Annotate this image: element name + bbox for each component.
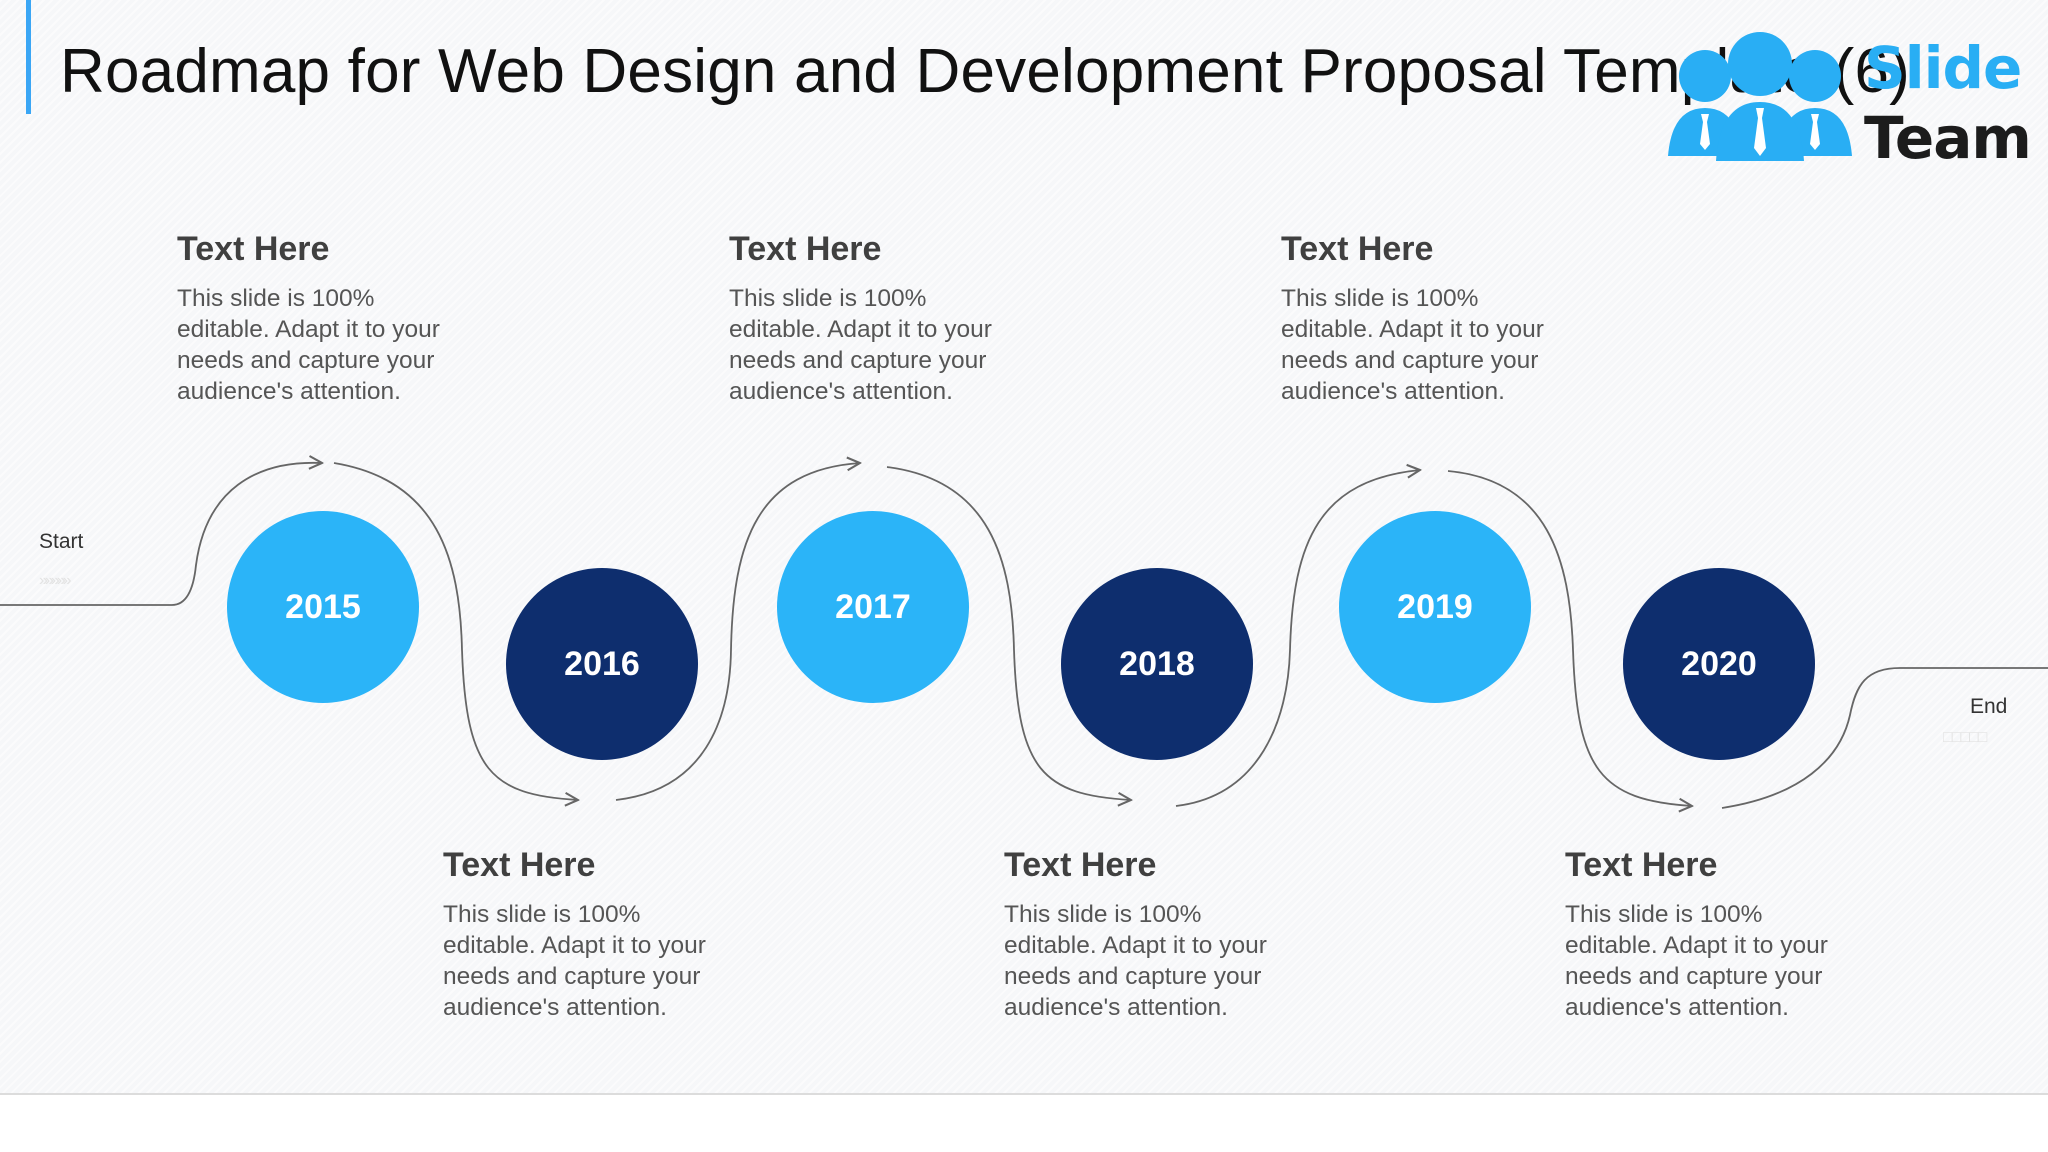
milestone-block-2020: Text Here This slide is 100% editable. A…: [1565, 846, 1845, 1023]
year-circle-2020: 2020: [1623, 568, 1815, 760]
team-people-icon: [1668, 32, 1852, 161]
milestone-heading: Text Here: [443, 846, 596, 884]
milestone-description: This slide is 100% editable. Adapt it to…: [177, 285, 440, 405]
start-line: [0, 463, 322, 606]
milestone-description: This slide is 100% editable. Adapt it to…: [1004, 901, 1267, 1021]
start-label: Start: [39, 530, 84, 553]
end-squares-icon: □□□□□: [1943, 729, 1987, 746]
curve-2019-2020: [1447, 470, 1692, 806]
slide: Roadmap for Web Design and Development P…: [0, 0, 2048, 1095]
curve-2016-2017: [615, 463, 860, 801]
curve-2018-2019: [1175, 470, 1420, 807]
milestone-description: This slide is 100% editable. Adapt it to…: [729, 285, 992, 405]
curve-2015-2016: [333, 462, 578, 800]
page-title: Roadmap for Web Design and Development P…: [60, 37, 1911, 106]
year-circle-2017: 2017: [777, 511, 969, 703]
start-chevrons-icon: »»»»»: [39, 572, 71, 589]
milestone-description: This slide is 100% editable. Adapt it to…: [443, 901, 706, 1021]
logo-word-team: Team: [1864, 104, 2032, 172]
milestone-heading: Text Here: [729, 230, 882, 268]
year-circle-2015: 2015: [227, 511, 419, 703]
roadmap-connector-lines: [0, 0, 2048, 1093]
milestone-description: This slide is 100% editable. Adapt it to…: [1565, 901, 1828, 1021]
title-accent-bar: [26, 0, 31, 114]
milestone-block-2017: Text Here This slide is 100% editable. A…: [729, 230, 1009, 407]
end-line: [1721, 667, 2048, 809]
milestone-block-2019: Text Here This slide is 100% editable. A…: [1281, 230, 1561, 407]
year-circle-2016: 2016: [506, 568, 698, 760]
milestone-heading: Text Here: [1004, 846, 1157, 884]
year-circle-2018: 2018: [1061, 568, 1253, 760]
milestone-block-2018: Text Here This slide is 100% editable. A…: [1004, 846, 1284, 1023]
milestone-description: This slide is 100% editable. Adapt it to…: [1281, 285, 1544, 405]
milestone-heading: Text Here: [177, 230, 330, 268]
logo-word-slide: Slide: [1864, 34, 2022, 102]
milestone-block-2015: Text Here This slide is 100% editable. A…: [177, 230, 457, 407]
milestone-heading: Text Here: [1281, 230, 1434, 268]
milestone-block-2016: Text Here This slide is 100% editable. A…: [443, 846, 723, 1023]
milestone-heading: Text Here: [1565, 846, 1718, 884]
slideteam-logo: Slide Team: [1660, 26, 2032, 176]
year-circle-2019: 2019: [1339, 511, 1531, 703]
end-label: End: [1970, 695, 2008, 718]
curve-2017-2018: [886, 466, 1131, 800]
